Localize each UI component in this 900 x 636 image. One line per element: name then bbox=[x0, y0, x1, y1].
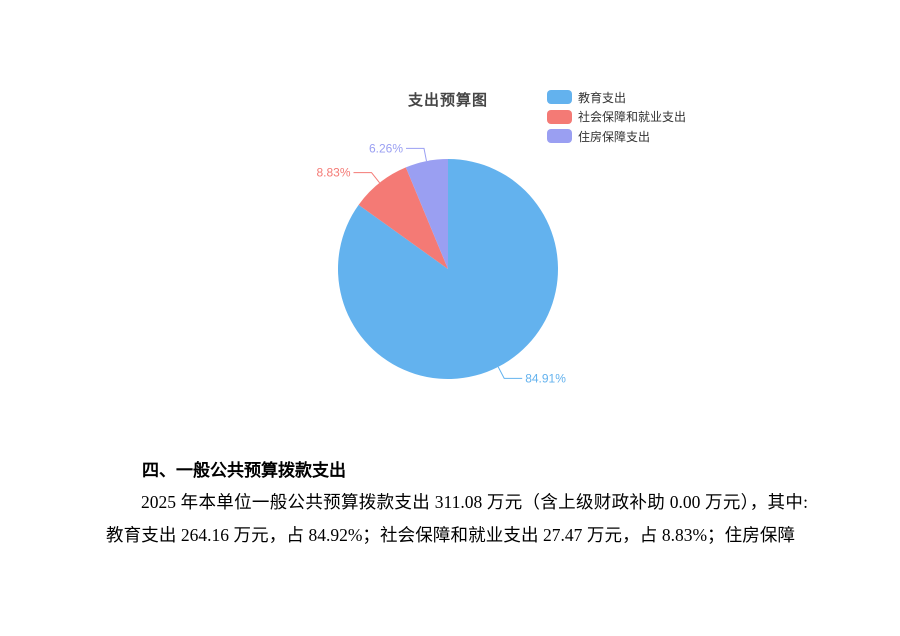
pie-label-line bbox=[353, 172, 380, 184]
legend-item-label: 住房保障支出 bbox=[578, 129, 651, 144]
legend-item-label: 社会保障和就业支出 bbox=[578, 110, 687, 124]
legend-item-education[interactable]: 教育支出 bbox=[547, 90, 686, 105]
legend-item-social-security[interactable]: 社会保障和就业支出 bbox=[547, 109, 687, 124]
pie-slice[interactable] bbox=[405, 159, 448, 269]
pie-label-line bbox=[406, 147, 427, 162]
pie-graphic: 84.91% 8.83% 6.26% bbox=[316, 141, 566, 385]
chart-legend: 教育支出 社会保障和就业支出 住房保障支出 bbox=[547, 90, 687, 144]
chart-title: 支出预算图 bbox=[408, 92, 489, 109]
legend-swatch-icon bbox=[547, 129, 572, 143]
pie-label-line bbox=[497, 366, 523, 379]
legend-swatch-icon bbox=[547, 109, 572, 124]
legend-item-housing[interactable]: 住房保障支出 bbox=[547, 129, 686, 144]
pie-percent-label: 8.83% bbox=[316, 166, 350, 180]
pie-slice[interactable] bbox=[337, 159, 558, 380]
pie-slice[interactable] bbox=[358, 167, 448, 269]
paragraph-line: 2025 年本单位一般公共预算拨款支出 311.08 万元（含上级财政补助 0.… bbox=[141, 492, 808, 512]
legend-item-label: 教育支出 bbox=[578, 90, 627, 105]
pie-percent-label: 6.26% bbox=[369, 141, 403, 155]
section-heading: 四、一般公共预算拨款支出 bbox=[142, 461, 346, 480]
legend-swatch-icon bbox=[547, 90, 572, 104]
pie-percent-label: 84.91% bbox=[525, 371, 566, 385]
paragraph-line: 教育支出 264.16 万元，占 84.92%；社会保障和就业支出 27.47 … bbox=[106, 525, 795, 545]
